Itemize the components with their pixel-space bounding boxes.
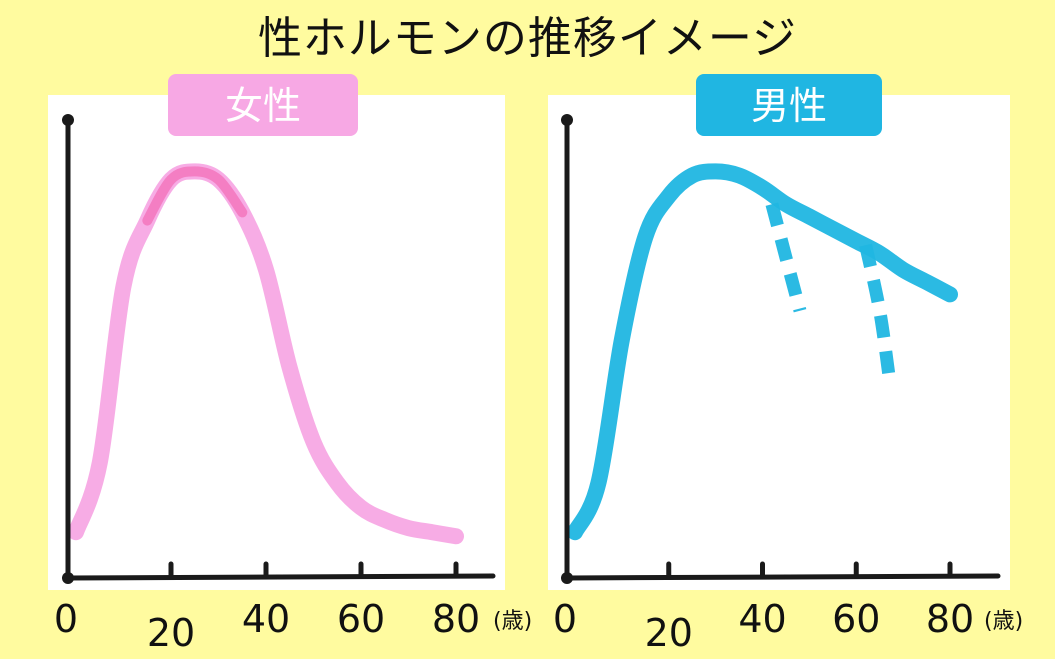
male-tick-label: 40: [738, 597, 786, 641]
female-x-axis: [65, 573, 496, 581]
female-label-text: 女性: [225, 84, 301, 128]
female-tick-label: 80: [432, 597, 480, 641]
female-y-axis-arrow: [62, 114, 74, 126]
female-axis-origin: [62, 572, 74, 584]
male-label-badge: [696, 74, 882, 136]
male-label-text: 男性: [751, 84, 827, 128]
male-tick-label: 80: [926, 597, 974, 641]
male-series-line-1: [567, 163, 958, 541]
female-tick-label: 40: [242, 597, 290, 641]
chart-title: 性ホルモンの推移イメージ: [257, 13, 798, 64]
female-label-badge: [168, 74, 358, 136]
female-x-unit-label: (歳): [493, 609, 532, 634]
male-series-line-2: [765, 202, 807, 313]
male-axis-origin: [561, 572, 573, 584]
male-x-unit-label: (歳): [984, 609, 1023, 634]
female-series-line-1: [68, 163, 464, 545]
female-tick-label: 0: [54, 597, 78, 641]
male-series-line-3: [859, 243, 896, 378]
male-tick-label: 60: [832, 597, 880, 641]
female-peak-accent: [142, 166, 248, 226]
male-y-axis-arrow: [561, 114, 573, 126]
female-panel: 0 20 40 60 80 (歳) 女性: [48, 74, 532, 655]
male-tick-label: 20: [645, 611, 693, 655]
male-x-axis: [564, 573, 1001, 581]
male-panel: 0 20 40 60 80 (歳) 男性: [548, 74, 1023, 655]
female-tick-label: 60: [337, 597, 385, 641]
male-tick-label: 0: [553, 597, 577, 641]
female-tick-label: 20: [147, 611, 195, 655]
